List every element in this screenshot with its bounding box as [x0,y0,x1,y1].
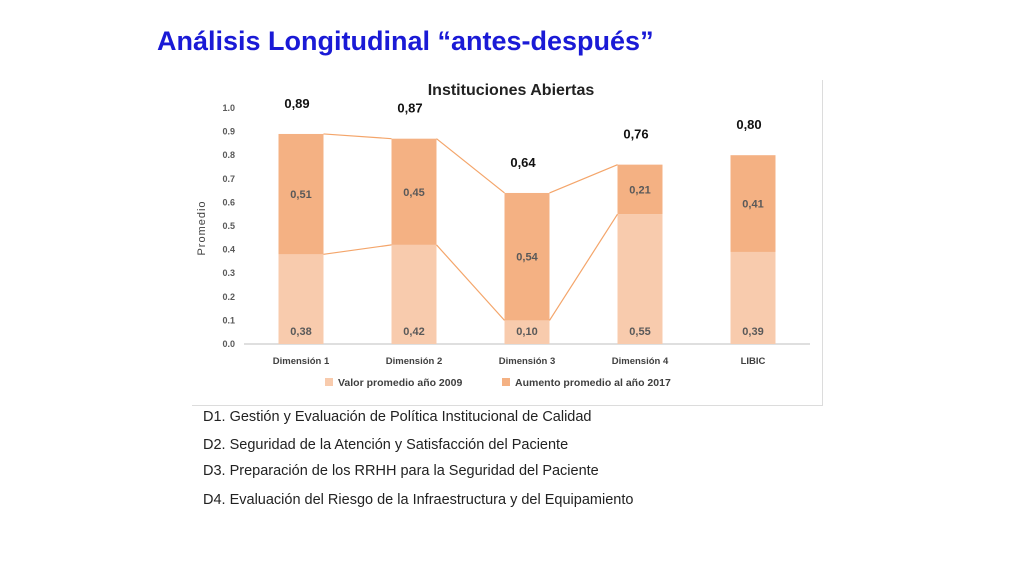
connector-line-bottom [436,244,505,321]
connector-line-top [549,164,618,194]
bar-segment-increase [617,164,663,215]
dimension-note-d2: D2. Seguridad de la Atención y Satisfacc… [203,437,569,453]
dimension-note-d1: D1. Gestión y Evaluación de Política Ins… [203,409,592,425]
category-label: LIBIC [741,356,766,367]
y-tick-label: 0.9 [222,127,235,137]
y-tick-label: 1.0 [222,103,235,113]
bar-segment-base [617,214,663,344]
connector-line-top [436,138,505,194]
bar-segment-increase [730,155,776,252]
increase-value-label: 0,45 [403,187,424,199]
legend-label-2017: Aumento promedio al año 2017 [515,377,671,389]
y-tick-label: 0.4 [222,245,235,255]
y-tick-label: 0.7 [222,174,235,184]
legend-label-2009: Valor promedio año 2009 [338,377,462,389]
slide-title: Análisis Longitudinal “antes-después” [157,26,654,56]
chart-title: Instituciones Abiertas [427,82,595,99]
connector-line-top [323,133,392,140]
y-axis-label: Promedio [196,200,208,255]
bar-segment-increase [504,192,550,321]
category-label: Dimensión 1 [273,356,330,367]
total-value-label: 0,87 [397,101,422,116]
y-tick-label: 0.8 [222,150,235,160]
bar-segment-increase [391,138,437,245]
base-value-label: 0,38 [290,326,311,338]
total-value-label: 0,76 [623,127,648,142]
connector-line-bottom [548,213,619,321]
y-tick-label: 0.1 [222,315,235,325]
y-tick-label: 0.6 [222,197,235,207]
total-value-label: 0,80 [736,117,761,132]
bar-segment-base [278,254,324,344]
bar-segment-base [504,320,550,344]
category-label: Dimensión 2 [386,356,443,367]
category-label: Dimensión 3 [499,356,556,367]
bar-segment-base [730,251,776,344]
bar-segment-increase [278,133,324,255]
legend-swatch-2009 [325,378,333,386]
total-value-label: 0,89 [284,96,309,111]
increase-value-label: 0,41 [742,199,763,211]
category-label: Dimensión 4 [612,356,669,367]
base-value-label: 0,39 [742,326,763,338]
y-tick-label: 0.5 [222,221,235,231]
y-tick-label: 0.3 [222,268,235,278]
dimension-note-d3: D3. Preparación de los RRHH para la Segu… [203,463,599,479]
base-value-label: 0,55 [629,326,650,338]
base-value-label: 0,42 [403,326,424,338]
dimension-note-d4: D4. Evaluación del Riesgo de la Infraest… [203,492,634,508]
connector-line-bottom [323,244,392,255]
total-value-label: 0,64 [510,155,536,170]
increase-value-label: 0,54 [516,252,538,264]
bar-segment-base [391,244,437,344]
legend-swatch-2017 [502,378,510,386]
base-value-label: 0,10 [516,326,537,338]
increase-value-label: 0,21 [629,184,650,196]
y-tick-label: 0.0 [222,339,235,349]
increase-value-label: 0,51 [290,189,311,201]
y-tick-label: 0.2 [222,292,235,302]
